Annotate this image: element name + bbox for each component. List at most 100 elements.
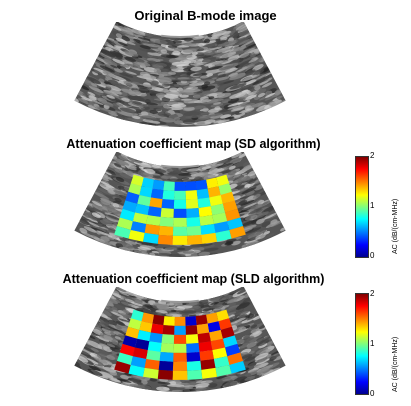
sd-colorbar-min: 0 [370,251,375,260]
ac-map-cell [174,316,186,326]
ac-map-cell [141,177,154,189]
ac-map-cell [128,229,145,242]
ac-map-cell [149,197,163,209]
ac-map-cell [122,200,138,213]
sld-map-title: Attenuation coefficient map (SLD algorit… [62,272,325,286]
ac-map-cell [172,370,188,380]
ac-map-cell [173,208,187,218]
ac-map-cell [227,352,244,365]
ac-map-cell [174,190,186,200]
sd-colorbar-max: 2 [370,151,375,160]
ac-map-cell [212,212,228,225]
ac-map-cell [187,369,203,380]
ac-map-cell [135,338,150,351]
ac-map-cell [220,191,235,204]
ac-map-cell [135,203,150,216]
sld-colorbar-min: 0 [370,389,375,398]
ac-map-cell [173,343,187,353]
sd-colorbar [355,156,369,258]
ac-map-cell [172,226,188,236]
ac-map-cell [116,352,133,365]
ac-map-cell [161,334,175,344]
ac-map-cell [119,208,136,222]
ac-map-cell [157,369,173,380]
ac-map-cell [196,188,210,200]
ac-map-cell [201,232,217,244]
ac-map-cell [116,217,133,230]
ac-map-cell [173,352,187,362]
ac-map-cell [210,338,225,351]
ac-map-cell [196,323,210,335]
ac-map-cell [215,364,232,377]
ac-map-cell [150,323,164,335]
ac-map-cell [186,208,200,218]
ac-map-cell [199,350,214,361]
ac-map-cell [216,309,230,322]
ac-map-cell [172,235,188,245]
ac-map-cell [186,216,201,227]
ac-map-cell [141,312,154,324]
ac-map-cell [197,197,211,209]
sld-colorbar-max: 2 [370,289,375,298]
ac-map-cell [163,316,175,326]
sld-colorbar-mid: 1 [370,339,375,348]
ac-map-cell [143,367,159,379]
ac-map-cell [195,179,208,191]
ac-map-cell [215,229,232,242]
ac-map-cell [149,332,163,344]
ac-map-cell [128,364,145,377]
ac-map-cell [137,195,151,207]
bmode-image [74,22,286,128]
bmode-title: Original B-mode image [134,8,277,23]
ac-map-cell [174,325,186,335]
ac-map-cell [213,221,230,233]
ac-map-cell [162,190,175,200]
ac-map-cell [157,234,173,245]
ac-map-cell [130,221,147,233]
ac-map-cell [144,359,160,370]
ac-map-cell [185,199,199,209]
ac-map-cell [174,181,186,191]
ac-map-cell [216,174,230,187]
ac-map-cell [114,226,131,239]
ac-map-cell [125,191,140,204]
sld-colorbar-unit: AC (dB/(cm-MHz) [392,336,399,392]
ac-map-cell [130,174,144,187]
ac-map-cell [143,232,159,244]
ac-map-cell [160,208,174,218]
ac-map-cell [144,224,160,235]
ac-map-cell [210,203,225,216]
ac-map-cell [200,359,216,370]
ac-map-cell [220,326,235,339]
ac-map-cell [186,351,201,362]
ac-map-cell [186,225,202,236]
ac-map-cell [186,343,200,353]
ac-map-cell [197,332,211,344]
ac-map-cell [212,347,228,360]
ac-map-cell [173,199,187,209]
ac-map-cell [187,234,203,245]
ac-map-cell [152,179,165,191]
ac-map-cell [160,343,174,353]
ac-map-cell [159,216,174,227]
ac-map-cell [185,190,198,200]
ac-map-cell [147,206,162,217]
ac-map-cell [150,188,164,200]
sd-attenuation-image [74,152,286,258]
ac-map-cell [114,361,131,374]
ac-map-cell [132,212,148,225]
ac-map-cell [162,325,175,335]
ac-map-cell [195,314,208,326]
ac-map-cell [130,309,144,322]
ac-map-cell [198,341,213,352]
ac-map-cell [125,326,140,339]
ac-map-cell [122,335,138,348]
ac-map-cell [213,356,230,368]
ac-map-cell [207,186,221,198]
sd-map-title: Attenuation coefficient map (SD algorith… [66,137,321,151]
ac-map-cell [185,181,197,191]
ac-map-cell [173,334,187,344]
ac-map-cell [218,183,232,196]
ac-map-cell [146,215,161,226]
sld-colorbar [355,293,369,395]
